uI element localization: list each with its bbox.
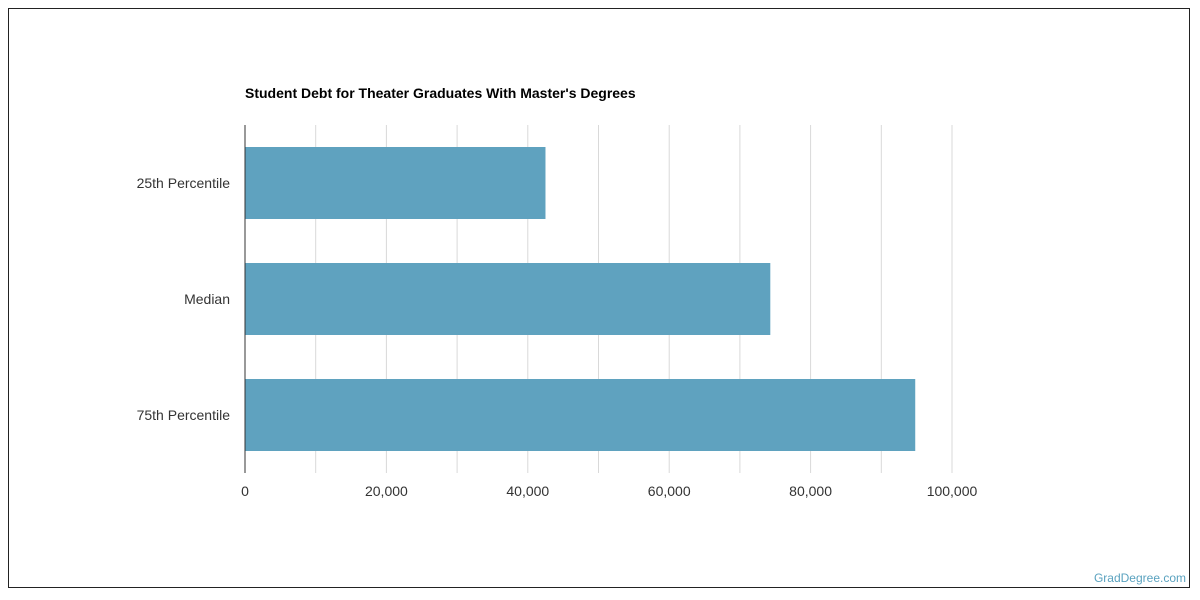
x-tick-label: 20,000 xyxy=(365,483,408,499)
bar-median xyxy=(245,263,771,335)
x-tick-label: 40,000 xyxy=(506,483,549,499)
tick-labels: 0 20,000 40,000 60,000 80,000 100,000 xyxy=(241,483,977,499)
x-tick-label: 100,000 xyxy=(927,483,978,499)
category-labels: 25th Percentile Median 75th Percentile xyxy=(137,175,231,423)
watermark-link[interactable]: GradDegree.com xyxy=(1093,571,1186,585)
bar-25th-percentile xyxy=(245,147,546,219)
category-label: 25th Percentile xyxy=(137,175,231,191)
x-tick-label: 0 xyxy=(241,483,249,499)
category-label: 75th Percentile xyxy=(137,407,231,423)
bars xyxy=(245,147,916,451)
x-tick-label: 60,000 xyxy=(648,483,691,499)
chart-title: Student Debt for Theater Graduates With … xyxy=(245,85,636,101)
bar-75th-percentile xyxy=(245,379,916,451)
category-label: Median xyxy=(184,291,230,307)
x-tick-label: 80,000 xyxy=(789,483,832,499)
